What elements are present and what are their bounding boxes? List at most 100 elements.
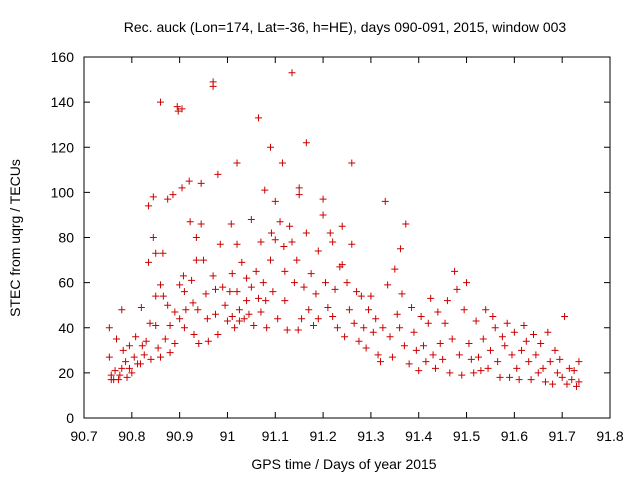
data-point bbox=[250, 321, 258, 329]
data-point bbox=[269, 288, 277, 296]
data-point bbox=[263, 324, 271, 332]
data-point bbox=[255, 114, 263, 122]
data-point bbox=[522, 337, 530, 345]
x-tick-label: 91.3 bbox=[357, 428, 384, 444]
data-point bbox=[431, 364, 439, 372]
data-point bbox=[114, 376, 122, 384]
data-point bbox=[429, 351, 437, 359]
data-point bbox=[149, 193, 157, 201]
data-point bbox=[532, 351, 540, 359]
data-point bbox=[204, 337, 212, 345]
data-point bbox=[214, 331, 222, 339]
data-point bbox=[166, 321, 174, 329]
data-point bbox=[302, 229, 310, 237]
y-axis-title: STEC from uqrg / TECUs bbox=[7, 159, 23, 317]
data-point bbox=[458, 371, 466, 379]
data-point bbox=[209, 82, 217, 90]
data-point bbox=[257, 308, 265, 316]
y-tick-label: 120 bbox=[51, 139, 75, 155]
x-tick-label: 90.9 bbox=[166, 428, 193, 444]
data-point bbox=[326, 229, 334, 237]
data-point bbox=[558, 373, 566, 381]
data-point bbox=[319, 195, 327, 203]
y-tick-label: 80 bbox=[58, 230, 74, 246]
data-point bbox=[119, 346, 127, 354]
data-point bbox=[171, 308, 179, 316]
data-point bbox=[116, 371, 124, 379]
data-point bbox=[280, 243, 288, 251]
data-point bbox=[312, 290, 320, 298]
data-point bbox=[525, 358, 533, 366]
data-point bbox=[125, 342, 133, 350]
x-tick-label: 90.7 bbox=[70, 428, 97, 444]
data-point bbox=[420, 342, 428, 350]
data-point bbox=[470, 369, 478, 377]
data-point bbox=[506, 373, 514, 381]
data-point bbox=[194, 306, 202, 314]
y-tick-label: 140 bbox=[51, 94, 75, 110]
data-point bbox=[496, 373, 504, 381]
data-point bbox=[164, 195, 172, 203]
x-tick-label: 91.5 bbox=[453, 428, 480, 444]
chart-title: Rec. auck (Lon=174, Lat=-36, h=HE), days… bbox=[124, 19, 567, 35]
data-point bbox=[164, 301, 172, 309]
data-points bbox=[105, 69, 583, 390]
data-point bbox=[434, 308, 442, 316]
data-point bbox=[391, 265, 399, 273]
data-point bbox=[262, 297, 270, 305]
data-point bbox=[179, 272, 187, 280]
data-point bbox=[463, 279, 471, 287]
data-point bbox=[288, 69, 296, 77]
data-point bbox=[283, 326, 291, 334]
data-point bbox=[142, 337, 150, 345]
data-point bbox=[107, 371, 115, 379]
data-point bbox=[295, 184, 303, 192]
data-point bbox=[171, 340, 179, 348]
data-point bbox=[302, 139, 310, 147]
data-point bbox=[300, 283, 308, 291]
data-point bbox=[350, 319, 358, 327]
data-point bbox=[105, 324, 113, 332]
data-point bbox=[274, 315, 282, 323]
data-point bbox=[223, 317, 231, 325]
data-point bbox=[546, 358, 554, 366]
data-point bbox=[319, 211, 327, 219]
data-point bbox=[539, 364, 547, 372]
data-point bbox=[417, 312, 425, 320]
x-tick-label: 91 bbox=[220, 428, 236, 444]
data-point bbox=[501, 342, 509, 350]
data-point bbox=[186, 218, 194, 226]
data-point bbox=[357, 292, 365, 300]
data-point bbox=[388, 353, 396, 361]
data-point bbox=[400, 342, 408, 350]
data-point bbox=[472, 317, 480, 325]
data-point bbox=[314, 247, 322, 255]
data-point bbox=[271, 197, 279, 205]
data-point bbox=[331, 285, 339, 293]
data-point bbox=[159, 292, 167, 300]
data-point bbox=[379, 324, 387, 332]
data-point bbox=[180, 288, 188, 296]
data-point bbox=[365, 306, 373, 314]
data-point bbox=[136, 360, 144, 368]
data-point bbox=[307, 270, 315, 278]
data-point bbox=[271, 236, 279, 244]
data-point bbox=[161, 335, 169, 343]
data-point bbox=[145, 202, 153, 210]
data-point bbox=[384, 281, 392, 289]
data-point bbox=[192, 256, 200, 264]
data-point bbox=[338, 222, 346, 230]
data-point bbox=[448, 335, 456, 343]
data-point bbox=[123, 373, 131, 381]
data-point bbox=[510, 328, 518, 336]
data-point bbox=[169, 191, 177, 199]
data-point bbox=[479, 335, 487, 343]
x-tick-label: 91.2 bbox=[309, 428, 336, 444]
y-tick-label: 20 bbox=[58, 365, 74, 381]
y-tick-label: 60 bbox=[58, 275, 74, 291]
data-point bbox=[367, 292, 375, 300]
data-point bbox=[231, 324, 239, 332]
data-point bbox=[247, 215, 255, 223]
data-point bbox=[152, 249, 160, 257]
